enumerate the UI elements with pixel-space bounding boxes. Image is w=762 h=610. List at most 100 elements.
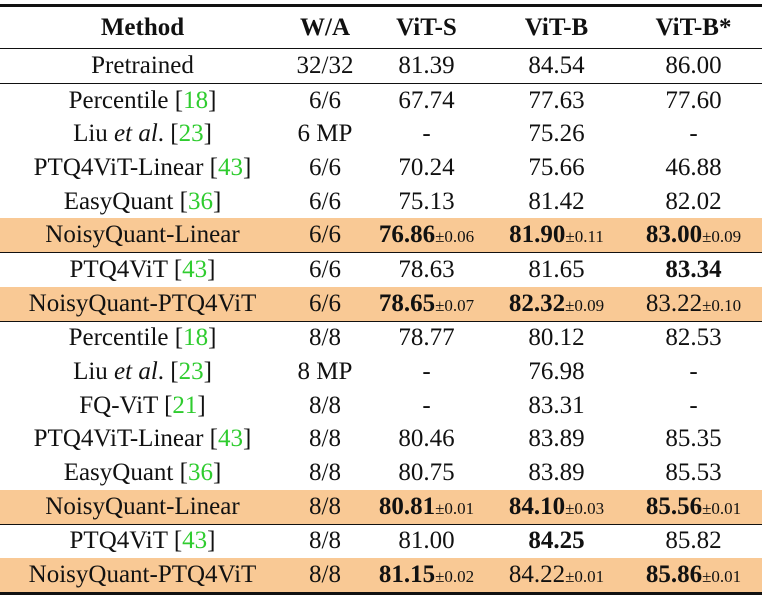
accuracy-cell: 83.89: [488, 456, 625, 490]
accuracy-cell: 81.39: [365, 49, 488, 84]
method-cell: PTQ4ViT-Linear [43]: [33, 153, 252, 181]
table-row: NoisyQuant-PTQ4ViT 8/8 81.15±0.02 84.22±0.0…: [0, 558, 762, 594]
accuracy-cell: 86.00: [625, 49, 762, 84]
accuracy-cell: -: [365, 389, 488, 423]
method-name: NoisyQuant-Linear: [45, 492, 240, 520]
wa-cell: 8/8: [309, 527, 341, 555]
method-cell: FQ-ViT [21]: [79, 391, 206, 419]
accuracy-value: 76.86: [378, 221, 436, 249]
accuracy-cell: 84.10±0.03: [488, 489, 625, 525]
accuracy-cell: 82.53: [625, 321, 762, 355]
citation-link[interactable]: 43: [218, 425, 243, 453]
accuracy-value: 75.66: [528, 153, 585, 181]
accuracy-value: 81.39: [398, 51, 455, 79]
citation-link[interactable]: 18: [183, 86, 209, 114]
table-row: Liu et al. [23] 8 MP - 76.98 -: [0, 355, 762, 389]
accuracy-cell: 80.46: [365, 423, 488, 457]
accuracy-cell: 84.54: [488, 49, 625, 84]
table-row: Percentile [18] 6/6 67.74 77.63 77.60: [0, 83, 762, 117]
wa-cell: 6/6: [285, 218, 365, 253]
table-body: Pretrained 32/32 81.39 84.54 86.00 Percentile…: [0, 49, 762, 594]
method-cell: Liu et al. [23]: [73, 358, 212, 386]
table-row: EasyQuant [36] 6/6 75.13 81.42 82.02: [0, 185, 762, 219]
accuracy-cell: 75.66: [488, 151, 625, 185]
accuracy-value: -: [689, 358, 698, 386]
accuracy-value: 85.53: [665, 459, 722, 487]
method-name: Percentile: [68, 324, 175, 352]
accuracy-cell: 81.00: [365, 524, 488, 558]
std-dev: ±0.01: [565, 567, 605, 587]
method-cell: PTQ4ViT [43]: [69, 527, 216, 555]
table-row: Liu et al. [23] 6 MP - 75.26 -: [0, 117, 762, 151]
citation-link[interactable]: 36: [187, 459, 213, 487]
wa-cell: 6/6: [309, 255, 341, 283]
wa-cell: 6/6: [285, 286, 365, 321]
method-name: PTQ4ViT: [69, 527, 174, 555]
accuracy-value: 84.10: [508, 492, 566, 520]
accuracy-cell: 78.65±0.07: [365, 286, 488, 321]
citation-link[interactable]: 23: [178, 120, 204, 148]
accuracy-value: 78.65: [378, 289, 436, 317]
accuracy-value: 81.00: [398, 527, 455, 555]
citation-link[interactable]: 43: [182, 527, 208, 555]
accuracy-cell: 78.63: [365, 253, 488, 287]
header-vit-s: ViT-S: [396, 13, 457, 41]
accuracy-value: 81.65: [528, 255, 585, 283]
accuracy-cell: 84.25: [488, 524, 625, 558]
accuracy-value: 80.81: [378, 492, 436, 520]
accuracy-value: 83.00: [645, 221, 703, 249]
accuracy-cell: -: [365, 117, 488, 151]
std-dev: ±0.10: [702, 295, 742, 315]
accuracy-cell: 80.75: [365, 456, 488, 490]
accuracy-value: 80.46: [398, 425, 455, 453]
citation-link[interactable]: 23: [178, 358, 204, 386]
wa-cell: 8/8: [309, 425, 341, 453]
table-row: PTQ4ViT [43] 8/8 81.00 84.25 85.82: [0, 524, 762, 558]
accuracy-value: 82.32: [508, 289, 566, 317]
accuracy-cell: 75.26: [488, 117, 625, 151]
accuracy-cell: 83.89: [488, 423, 625, 457]
header-method: Method: [100, 13, 185, 41]
method-name: Percentile: [68, 86, 175, 114]
accuracy-cell: 70.24: [365, 151, 488, 185]
accuracy-cell: 78.77: [365, 321, 488, 355]
accuracy-value: 85.86: [645, 561, 703, 589]
accuracy-value: 83.89: [528, 425, 585, 453]
accuracy-cell: -: [625, 117, 762, 151]
wa-cell: 8/8: [285, 558, 365, 594]
accuracy-value: 46.88: [665, 153, 722, 181]
accuracy-cell: 80.81±0.01: [365, 489, 488, 525]
citation-link[interactable]: 21: [172, 391, 198, 419]
accuracy-cell: 85.35: [625, 423, 762, 457]
accuracy-cell: -: [625, 389, 762, 423]
accuracy-value: 85.82: [665, 527, 722, 555]
accuracy-value: -: [422, 358, 431, 386]
accuracy-value: -: [689, 391, 698, 419]
citation-link[interactable]: 18: [183, 324, 209, 352]
std-dev: ±0.01: [435, 498, 475, 518]
method-name: Liu et al.: [73, 358, 171, 386]
accuracy-value: 84.25: [528, 527, 585, 555]
accuracy-cell: 76.98: [488, 355, 625, 389]
accuracy-cell: 81.42: [488, 185, 625, 219]
method-cell: Percentile [18]: [68, 324, 217, 352]
citation-link[interactable]: 43: [218, 153, 243, 181]
citation-link[interactable]: 36: [187, 187, 213, 215]
method-name: NoisyQuant-Linear: [45, 221, 240, 249]
accuracy-cell: 80.12: [488, 321, 625, 355]
accuracy-cell: 81.15±0.02: [365, 558, 488, 594]
method-cell: EasyQuant [36]: [63, 187, 222, 215]
wa-cell: 8/8: [309, 391, 341, 419]
method-cell: NoisyQuant-Linear: [0, 218, 285, 253]
accuracy-value: 85.35: [665, 425, 722, 453]
accuracy-cell: 77.63: [488, 83, 625, 117]
table-row: NoisyQuant-Linear 8/8 80.81±0.01 84.10±0.03…: [0, 489, 762, 525]
accuracy-cell: 82.02: [625, 185, 762, 219]
citation-link[interactable]: 43: [182, 255, 208, 283]
accuracy-cell: 75.13: [365, 185, 488, 219]
accuracy-value: 80.12: [528, 324, 585, 352]
wa-cell: 8/8: [309, 459, 341, 487]
accuracy-cell: -: [365, 355, 488, 389]
accuracy-value: 85.56: [645, 492, 703, 520]
accuracy-cell: 83.22±0.10: [625, 286, 762, 321]
